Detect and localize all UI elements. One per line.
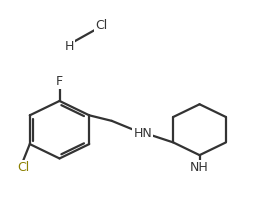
Text: Cl: Cl [17,161,29,174]
Text: F: F [56,75,63,88]
Text: HN: HN [134,127,152,140]
Text: NH: NH [190,161,209,174]
Text: H: H [65,40,74,53]
Text: Cl: Cl [95,19,107,32]
